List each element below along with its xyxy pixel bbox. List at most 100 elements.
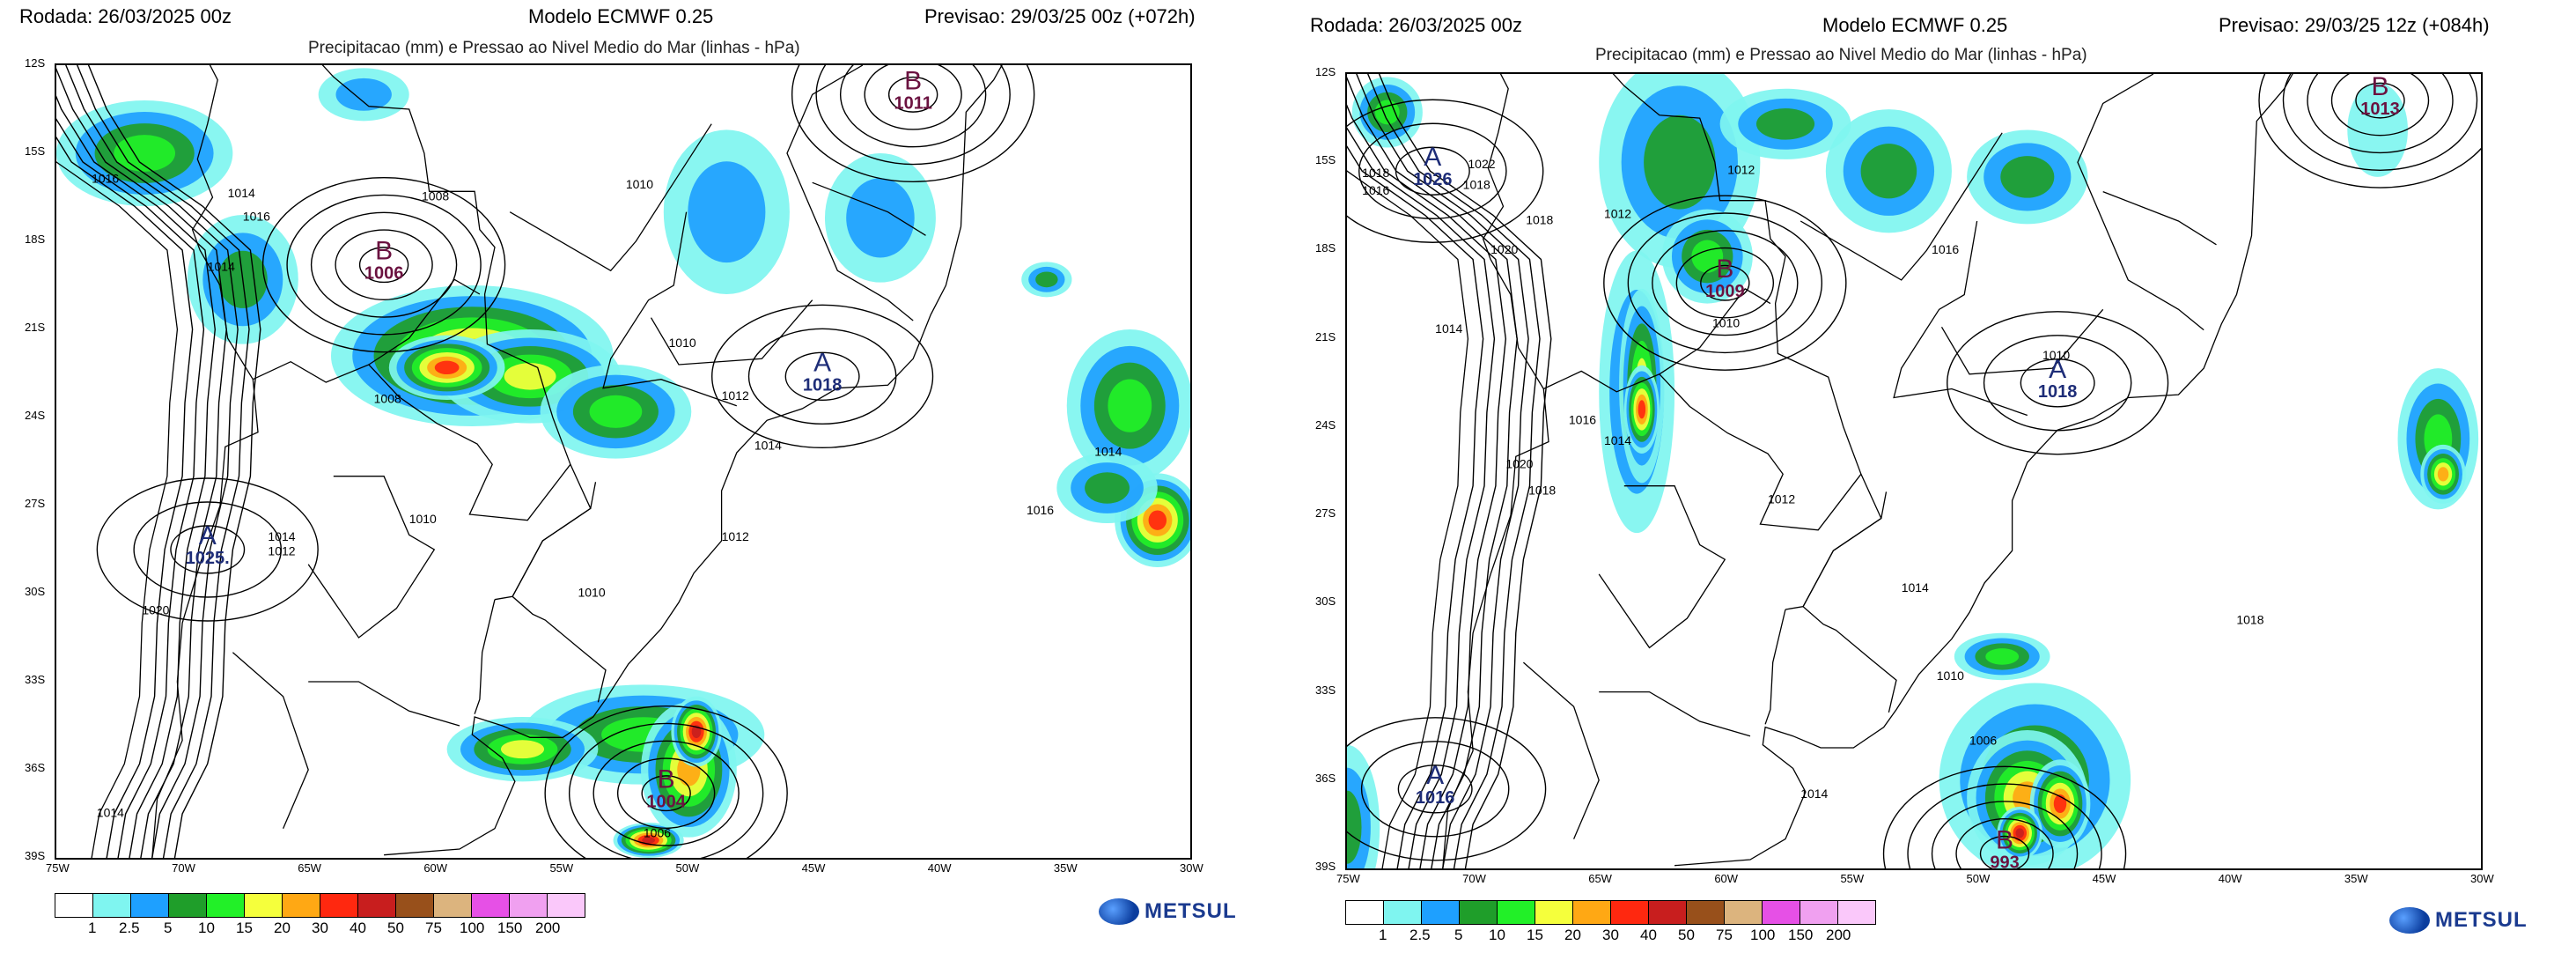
colorbar-swatch xyxy=(1573,901,1611,924)
isobar xyxy=(839,65,987,148)
lat-tick-label: 39S xyxy=(1315,860,1336,873)
precip-cell xyxy=(504,363,556,390)
isobar-value-label: 1014 xyxy=(1902,580,1929,595)
isobar-value-label: 1022 xyxy=(1468,157,1495,171)
run-time-label: Rodada: 26/03/2025 00z xyxy=(1310,14,1522,36)
isobar xyxy=(1378,74,1552,868)
map-canvas: 1016101410161014100810101010101210141008… xyxy=(56,65,1190,858)
isobar xyxy=(1627,212,1823,354)
isobar-value-label: 1012 xyxy=(1604,207,1631,221)
lon-tick-label: 40W xyxy=(2218,872,2242,885)
precip-cell xyxy=(846,178,915,258)
pressure-center-value: 1013 xyxy=(2360,100,2400,119)
colorbar-label: 150 xyxy=(1788,927,1814,943)
lon-tick-label: 40W xyxy=(927,861,952,875)
isobar xyxy=(711,304,934,449)
country-border xyxy=(812,181,926,236)
isobar xyxy=(1347,717,1547,861)
colorbar-swatch xyxy=(434,894,472,917)
lat-tick-label: 21S xyxy=(1315,329,1336,343)
isobar xyxy=(1347,99,1544,243)
globe-icon xyxy=(2389,907,2430,934)
pacific-coastline xyxy=(56,160,179,858)
precip-cell xyxy=(1755,107,1815,140)
lon-tick-label: 60W xyxy=(423,861,448,875)
country-border xyxy=(1800,132,2003,281)
colorbar-label: 5 xyxy=(164,920,173,936)
lat-tick-label: 24S xyxy=(1315,417,1336,432)
colorbar-label: 10 xyxy=(1489,927,1505,943)
pressure-center-value: 993 xyxy=(1990,853,2019,868)
precip-cell xyxy=(2347,83,2408,177)
precip-cell xyxy=(1644,114,1716,210)
isobar xyxy=(1882,765,2127,868)
lon-tick-label: 50W xyxy=(1966,872,1991,885)
logo-text: METSUL xyxy=(2435,908,2528,932)
map-subtitle: Precipitacao (mm) e Pressao ao Nivel Med… xyxy=(308,39,800,57)
colorbar-swatch xyxy=(1346,901,1384,924)
lon-tick-label: 75W xyxy=(46,861,70,875)
lon-tick-label: 30W xyxy=(1180,861,1203,875)
country-border xyxy=(786,65,914,321)
colorbar-swatch xyxy=(1422,901,1460,924)
forecast-panel-072h: Rodada: 26/03/2025 00z Modelo ECMWF 0.25… xyxy=(0,0,1285,975)
isobar-value-label: 1016 xyxy=(92,171,119,185)
isobar-value-label: 1016 xyxy=(1027,503,1054,517)
isobar xyxy=(261,176,506,353)
lat-tick-label: 36S xyxy=(1315,771,1336,785)
lat-tick-label: 12S xyxy=(1315,65,1336,78)
lon-tick-label: 65W xyxy=(1588,872,1612,885)
isobar-value-label: 1014 xyxy=(1435,321,1462,336)
isobar-contours xyxy=(56,65,1035,858)
isobar xyxy=(1979,835,2030,868)
low-pressure-letter: B xyxy=(904,66,922,95)
isobar xyxy=(133,501,283,598)
colorbar-label: 10 xyxy=(198,920,215,936)
isobar-value-label: 1006 xyxy=(1969,734,1997,748)
atlantic-coastline xyxy=(1674,74,2293,867)
colorbar-swatch xyxy=(548,894,585,917)
isobar-value-label: 1014 xyxy=(754,439,782,453)
high-pressure-letter: A xyxy=(813,348,831,377)
country-border xyxy=(1599,691,1751,737)
lat-tick-label: 39S xyxy=(25,849,46,862)
colorbar-label: 1 xyxy=(88,920,97,936)
pressure-center-value: 1009 xyxy=(1705,282,1745,301)
isobar-labels: 1016101410161014100810101010101210141008… xyxy=(92,171,1122,839)
high-pressure-letter: A xyxy=(1426,761,1444,790)
isobar xyxy=(1358,122,1507,219)
colorbar-swatch xyxy=(1800,901,1838,924)
colorbar-swatch xyxy=(1611,901,1649,924)
lat-tick-label: 30S xyxy=(25,585,46,598)
lat-tick-label: 24S xyxy=(25,409,46,422)
colorbar-swatch xyxy=(320,894,358,917)
precip-cell xyxy=(688,161,766,263)
colorbar-label: 75 xyxy=(425,920,442,936)
country-border xyxy=(1543,370,1862,531)
isobar-value-label: 1012 xyxy=(1768,492,1795,506)
pressure-center-value: 1018 xyxy=(2038,382,2078,402)
country-border xyxy=(2077,74,2204,331)
isobar xyxy=(784,351,860,402)
high-pressure-letter: A xyxy=(1424,143,1441,172)
isobar xyxy=(1931,801,2079,868)
precip-cell xyxy=(500,740,545,759)
isobar-value-label: 1010 xyxy=(1712,315,1740,329)
isobar-value-label: 1014 xyxy=(1094,444,1122,458)
map-canvas: 1018 1016 1022 1018 1012 1012 1020 1018 1014 1010… xyxy=(1347,74,2481,868)
colorbar-swatch xyxy=(1535,901,1573,924)
isobar-value-label: 1020 xyxy=(142,602,169,617)
country-border xyxy=(512,482,607,703)
country-border xyxy=(1893,220,2028,417)
lon-tick-label: 70W xyxy=(1462,872,1486,885)
globe-icon xyxy=(1099,898,1139,925)
isobar xyxy=(96,477,319,622)
precip-cell xyxy=(1108,379,1152,432)
isobar-value-label: 1020 xyxy=(1490,242,1518,256)
isobar-value-label: 1010 xyxy=(409,512,437,526)
lat-tick-label: 15S xyxy=(1315,153,1336,167)
isobar xyxy=(747,328,897,425)
precip-colorbar xyxy=(1345,900,1876,925)
isobar xyxy=(286,194,482,336)
colorbar-swatch xyxy=(245,894,283,917)
